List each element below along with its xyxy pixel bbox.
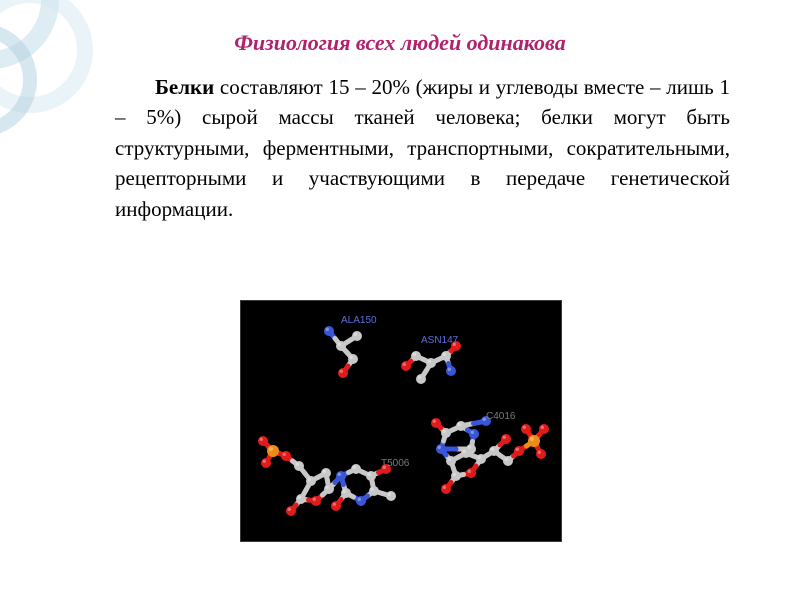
- figure-label: C4016: [486, 411, 516, 422]
- corner-decoration: [0, 0, 100, 160]
- figure-label: T5006: [381, 458, 410, 469]
- slide: Физиология всех людей одинакова Белки со…: [0, 0, 800, 600]
- slide-title: Физиология всех людей одинакова: [0, 30, 800, 56]
- molecule-svg: ALA150 ASN147 T5006 C4016: [241, 301, 561, 541]
- figure-label: ASN147: [421, 335, 459, 346]
- body-paragraph: Белки составляют 15 – 20% (жиры и углево…: [115, 72, 730, 224]
- molecule-figure: ALA150 ASN147 T5006 C4016: [240, 300, 562, 542]
- figure-label: ALA150: [341, 315, 377, 326]
- lead-word: Белки: [155, 75, 214, 99]
